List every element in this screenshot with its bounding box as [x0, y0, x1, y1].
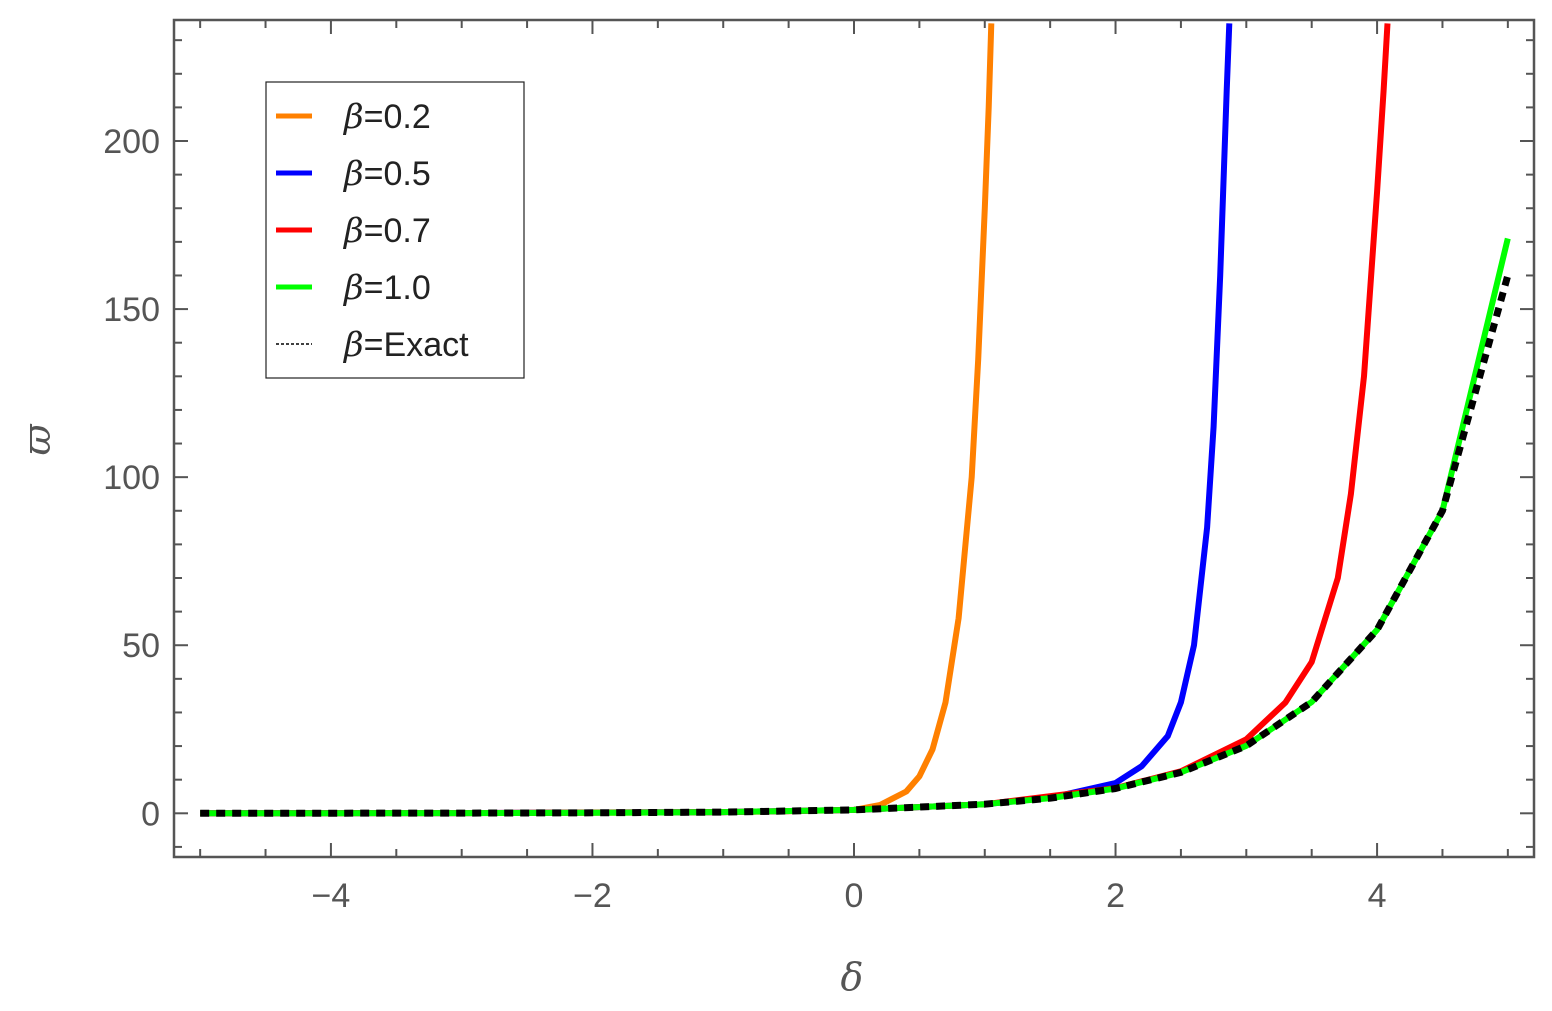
legend-label-3: β=0.7 [342, 211, 431, 251]
x-tick-label: 2 [1106, 877, 1125, 915]
x-tick-label: 0 [845, 877, 864, 915]
legend-label-4: β=1.0 [342, 268, 431, 308]
legend-label-5: β=Exact [342, 325, 469, 365]
x-tick-label: −4 [312, 877, 351, 915]
legend: β=0.2 β=0.5 β=0.7 β=1.0 β=Exact [265, 81, 525, 379]
plot-frame [172, 18, 1536, 859]
x-tick-label: −2 [573, 877, 612, 915]
y-tick-label: 200 [103, 123, 160, 161]
series-line-5 [200, 274, 1512, 817]
legend-label-1: β=0.2 [342, 97, 431, 137]
x-axis-label: δ [841, 955, 864, 999]
y-tick-label: 150 [103, 291, 160, 329]
tick-labels: −4 −2 0 2 4 0 50 100 150 200 [103, 123, 1386, 915]
y-tick-label: 0 [141, 795, 160, 833]
x-tick-label: 4 [1368, 877, 1387, 915]
y-tick-label: 100 [103, 459, 160, 497]
legend-label-2: β=0.5 [342, 154, 431, 194]
tick-marks [174, 20, 1534, 857]
y-axis-label: ϖ [15, 424, 59, 456]
series-lines [200, 23, 1512, 817]
y-tick-label: 50 [122, 627, 160, 665]
